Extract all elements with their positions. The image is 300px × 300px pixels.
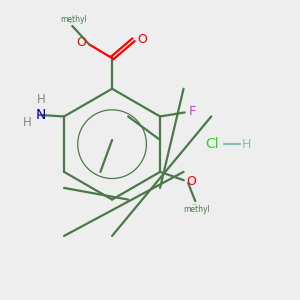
Text: H: H [242, 138, 251, 151]
Text: N: N [36, 108, 46, 122]
Text: O: O [76, 36, 86, 50]
Text: methyl: methyl [193, 204, 198, 205]
Text: O: O [137, 33, 147, 46]
Text: methyl: methyl [183, 206, 210, 214]
Text: F: F [188, 105, 196, 119]
Text: methyl: methyl [60, 15, 86, 24]
Text: H: H [36, 93, 45, 106]
Text: methyl: methyl [70, 22, 75, 23]
Text: H: H [23, 116, 32, 129]
Text: O: O [186, 175, 196, 188]
Text: Cl: Cl [205, 137, 218, 151]
